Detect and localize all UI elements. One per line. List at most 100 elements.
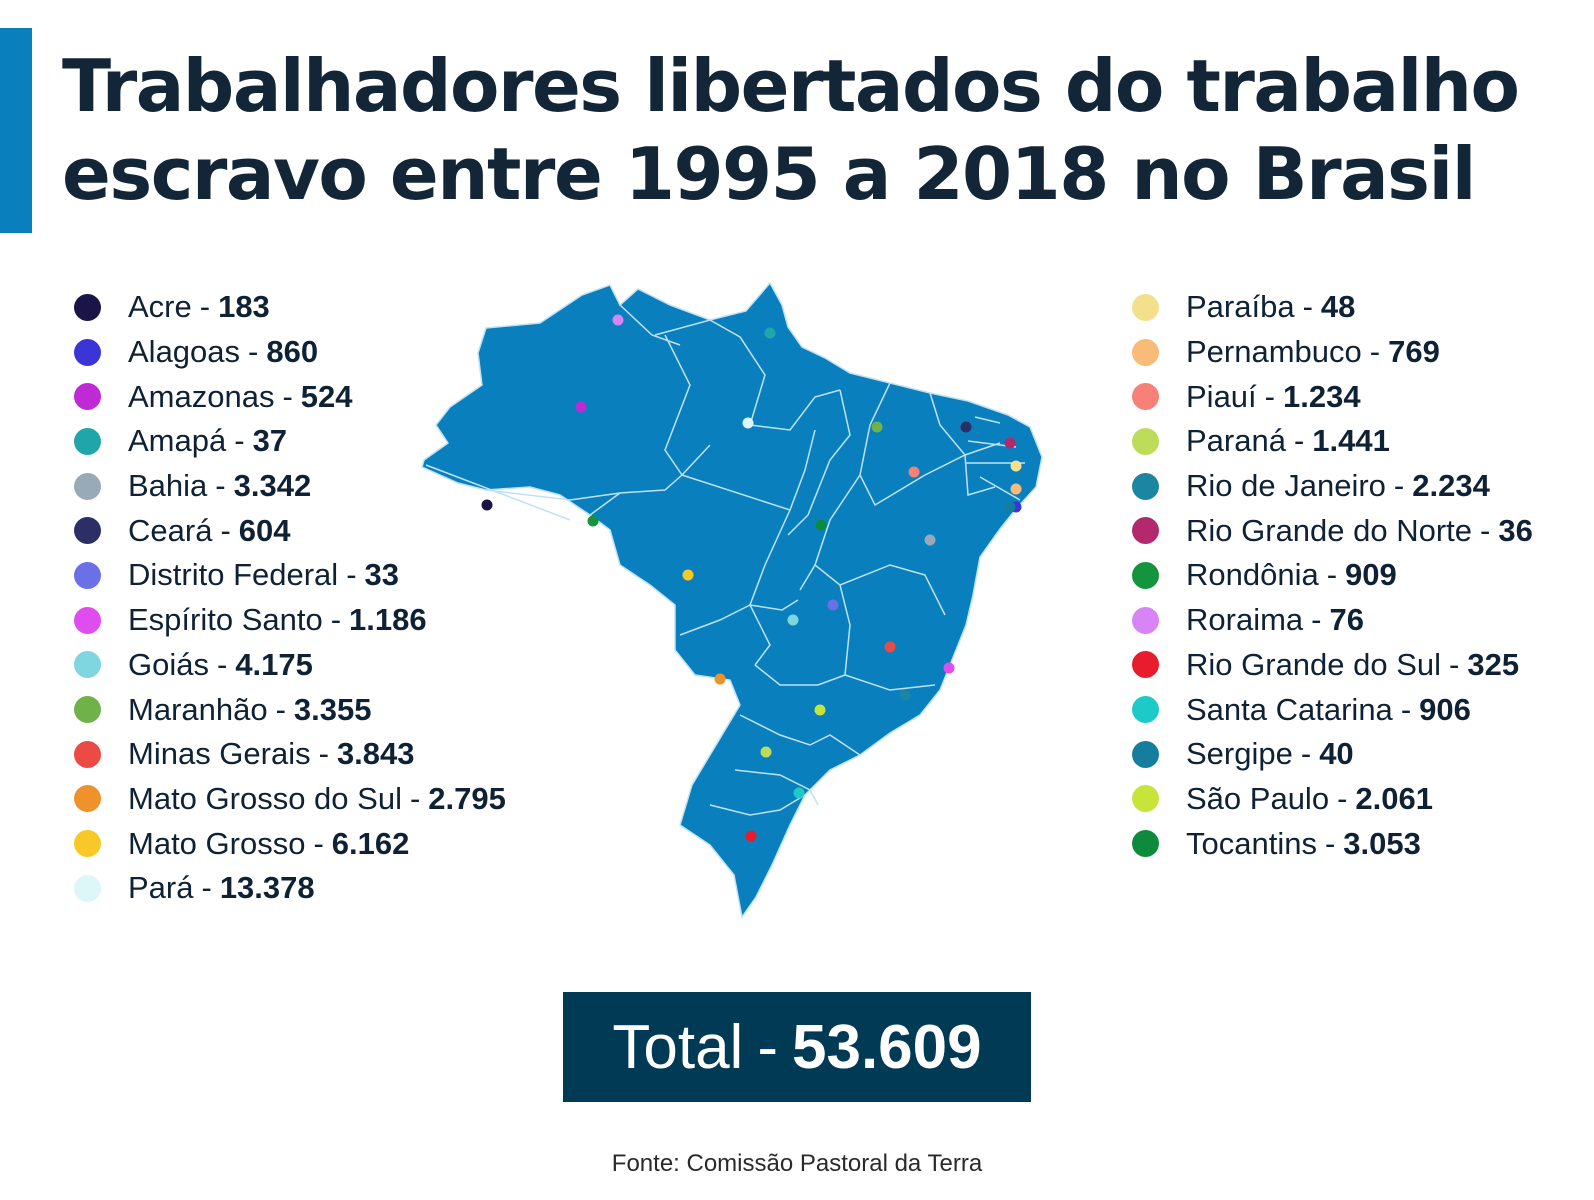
total-box: Total -53.609	[563, 992, 1031, 1102]
legend-separator: -	[234, 423, 245, 459]
state-marker	[1004, 437, 1016, 449]
legend-state-value: 2.061	[1355, 780, 1433, 816]
legend-dot-icon	[74, 606, 101, 634]
state-marker	[815, 519, 827, 531]
legend-state-name: Maranhão	[128, 691, 268, 727]
legend-item: Alagoas -860	[74, 330, 506, 375]
legend-state-name: Tocantins	[1186, 825, 1317, 861]
legend-dot-icon	[1132, 338, 1159, 366]
legend-separator: -	[1480, 512, 1491, 548]
state-marker	[481, 499, 493, 511]
brazil-map	[421, 281, 1043, 919]
legend-dot-icon	[74, 517, 101, 545]
legend-item: Maranhão -3.355	[74, 687, 506, 732]
state-marker	[1004, 501, 1016, 513]
legend-item: Distrito Federal -33	[74, 553, 506, 598]
legend-item: Acre -183	[74, 285, 506, 330]
legend-state-value: 48	[1320, 289, 1356, 325]
legend-dot-icon	[74, 830, 101, 858]
legend-state-value: 33	[364, 557, 399, 593]
legend-separator: -	[275, 691, 286, 727]
legend-dot-icon	[1132, 427, 1159, 455]
legend-separator: -	[318, 736, 329, 772]
legend-state-name: Paraná	[1186, 423, 1286, 459]
legend-dot-icon	[74, 785, 101, 813]
legend-dot-icon	[1132, 293, 1159, 321]
legend-state-name: Pernambuco	[1186, 334, 1362, 370]
legend-separator: -	[216, 646, 228, 682]
legend-state-name: Rio Grande do Norte	[1186, 512, 1473, 548]
legend-state-value: 36	[1498, 512, 1533, 548]
legend-state-value: 183	[218, 289, 270, 325]
title-line-1: Trabalhadores libertados do trabalho	[62, 44, 1520, 128]
legend-dot-icon	[1132, 651, 1159, 679]
legend-state-value: 3.355	[293, 691, 372, 727]
state-marker	[871, 421, 883, 433]
legend-state-value: 909	[1345, 557, 1397, 593]
legend-state-name: São Paulo	[1186, 780, 1330, 816]
legend-dot-icon	[1132, 383, 1159, 411]
legend-item: Paraíba -48	[1132, 285, 1533, 330]
state-marker	[760, 746, 772, 758]
legend-item: Mato Grosso do Sul -2.795	[74, 777, 506, 822]
legend-separator: -	[248, 334, 259, 370]
legend-item: Santa Catarina -906	[1132, 687, 1533, 732]
legend-state-value: 76	[1329, 602, 1364, 638]
legend-state-value: 1.441	[1312, 423, 1390, 459]
title-line-2: escravo entre 1995 a 2018 no Brasil	[62, 132, 1476, 216]
legend-item: Ceará -604	[74, 508, 506, 553]
legend-state-name: Alagoas	[128, 334, 241, 370]
legend-dot-icon	[1132, 696, 1159, 724]
state-marker	[587, 515, 599, 527]
legend-separator: -	[215, 468, 226, 504]
legend-state-name: Mato Grosso	[128, 825, 306, 861]
legend-state-value: 1.234	[1283, 378, 1361, 414]
legend-state-name: Minas Gerais	[128, 736, 311, 772]
legend-separator: -	[1264, 378, 1275, 414]
legend-state-name: Espírito Santo	[128, 602, 323, 638]
legend-state-value: 4.175	[235, 646, 313, 682]
legend-right: Paraíba -48 Pernambuco -769 Piauí -1.234 Paran…	[1132, 285, 1533, 866]
legend-item: Sergipe -40	[1132, 732, 1533, 777]
legend-dot-icon	[74, 561, 101, 589]
legend-separator: -	[1324, 825, 1336, 861]
legend-state-value: 906	[1419, 691, 1471, 727]
state-marker	[612, 314, 624, 326]
legend-item: Pará -13.378	[74, 866, 506, 911]
legend-separator: -	[1326, 557, 1338, 593]
legend-item: Roraima -76	[1132, 598, 1533, 643]
total-separator: -	[757, 1012, 778, 1082]
legend-state-value: 604	[238, 512, 291, 548]
legend-state-name: Ceará	[128, 512, 213, 548]
legend-dot-icon	[74, 651, 101, 679]
legend-separator: -	[1302, 289, 1313, 325]
legend-state-value: 860	[266, 334, 319, 370]
legend-dot-icon	[74, 427, 101, 455]
legend-dot-icon	[1132, 472, 1159, 500]
legend-dot-icon	[74, 383, 101, 411]
legend-state-name: Roraima	[1186, 602, 1304, 638]
legend-item: Rondônia -909	[1132, 553, 1533, 598]
legend-separator: -	[1293, 423, 1305, 459]
legend-state-value: 3.053	[1343, 825, 1421, 861]
legend-item: Minas Gerais -3.843	[74, 732, 506, 777]
legend-dot-icon	[74, 740, 101, 768]
state-marker	[908, 466, 920, 478]
legend-state-name: Santa Catarina	[1186, 691, 1393, 727]
legend-state-name: Amapá	[128, 423, 227, 459]
state-marker	[742, 417, 754, 429]
legend-state-value: 2.234	[1412, 468, 1490, 504]
legend-separator: -	[1393, 468, 1405, 504]
legend-state-name: Amazonas	[128, 378, 275, 414]
legend-item: Espírito Santo -1.186	[74, 598, 506, 643]
legend-separator: -	[1369, 334, 1381, 370]
legend-state-value: 769	[1388, 334, 1440, 370]
legend-dot-icon	[1132, 606, 1159, 634]
brazil-outline	[421, 281, 1043, 919]
legend-dot-icon	[1132, 785, 1159, 813]
legend-separator: -	[330, 602, 342, 638]
legend-state-name: Distrito Federal	[128, 557, 339, 593]
legend-dot-icon	[74, 338, 101, 366]
legend-state-value: 3.843	[336, 736, 415, 772]
legend-item: Goiás -4.175	[74, 643, 506, 688]
